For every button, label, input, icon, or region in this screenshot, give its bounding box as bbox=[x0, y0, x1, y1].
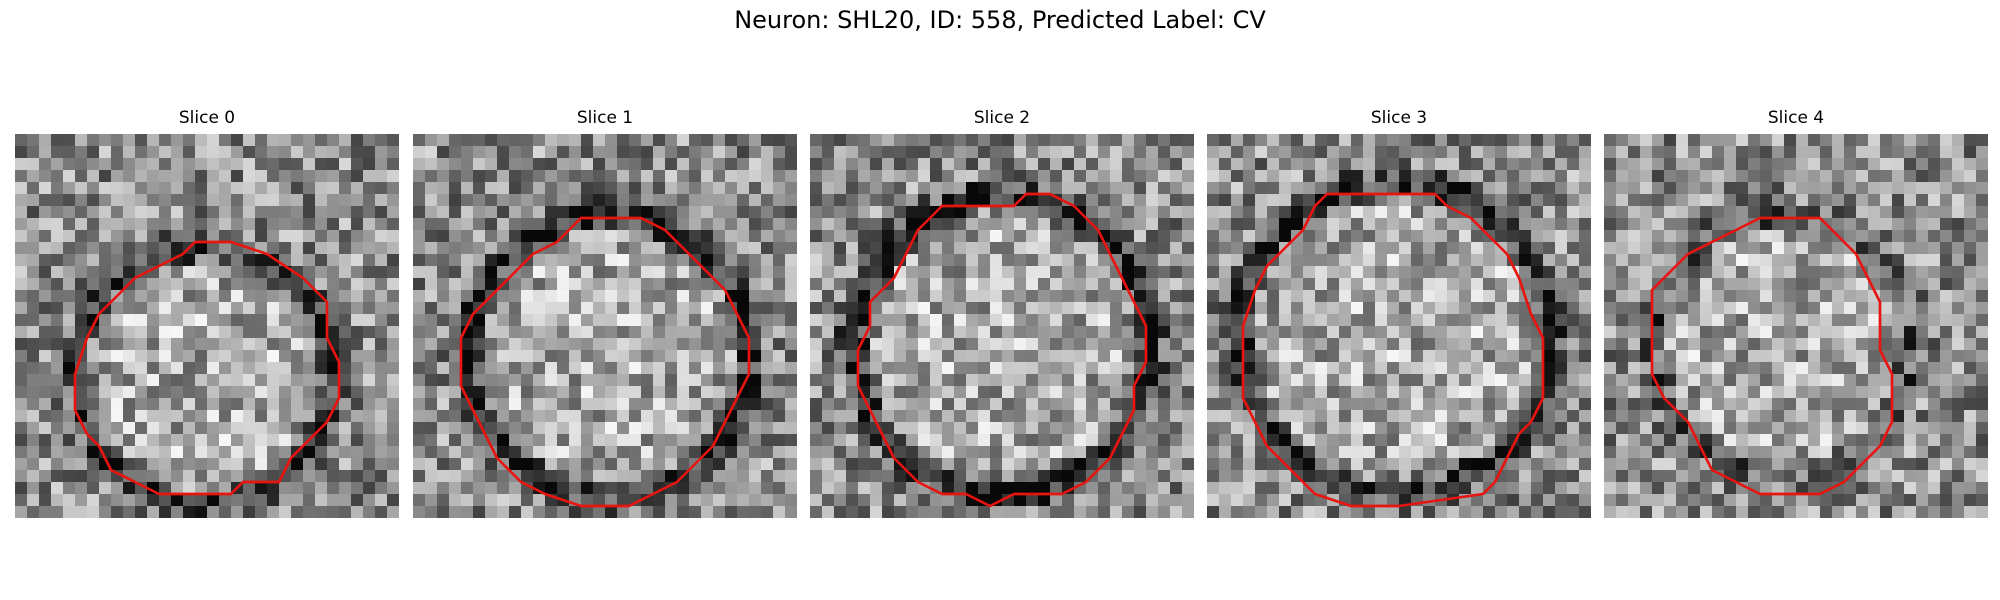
slice-panel-2: Slice 2 bbox=[810, 106, 1194, 518]
slice-panel-1: Slice 1 bbox=[413, 106, 797, 518]
segmentation-contour bbox=[856, 192, 1148, 508]
slice-panel-3: Slice 3 bbox=[1207, 106, 1591, 518]
segmentation-contour bbox=[1650, 216, 1894, 496]
slice-title-4: Slice 4 bbox=[1767, 108, 1825, 128]
slice-panel-4: Slice 4 bbox=[1604, 106, 1988, 518]
slice-title-2: Slice 2 bbox=[973, 108, 1031, 128]
slice-panel-0: Slice 0 bbox=[15, 106, 399, 518]
slice-title-3: Slice 3 bbox=[1370, 108, 1428, 128]
slice-image-3 bbox=[1207, 134, 1591, 518]
slice-image-4 bbox=[1604, 134, 1988, 518]
slice-image-1 bbox=[413, 134, 797, 518]
segmentation-contour bbox=[459, 216, 751, 508]
segmentation-contour bbox=[73, 240, 341, 496]
slice-title-0: Slice 0 bbox=[178, 108, 236, 128]
figure-title: Neuron: SHL20, ID: 558, Predicted Label:… bbox=[734, 6, 1266, 34]
segmentation-contour bbox=[1241, 192, 1545, 508]
slice-image-2 bbox=[810, 134, 1194, 518]
slice-image-0 bbox=[15, 134, 399, 518]
slice-title-1: Slice 1 bbox=[576, 108, 634, 128]
